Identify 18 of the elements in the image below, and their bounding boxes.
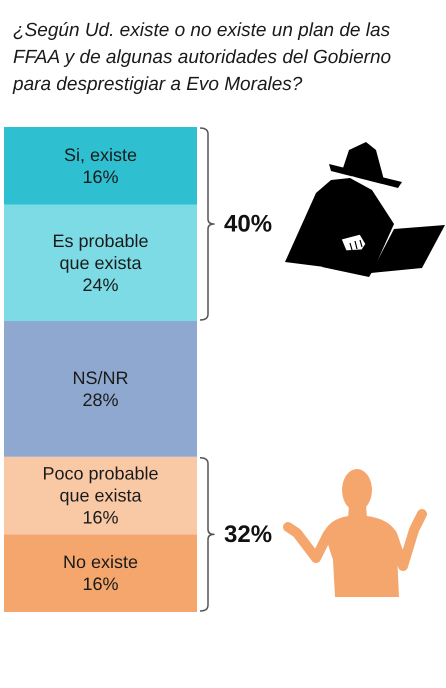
series-label: Es probable que exista — [52, 230, 149, 273]
bar — [4, 204, 197, 321]
bar — [4, 456, 197, 534]
text: 40% — [224, 210, 272, 238]
data-label: 16% — [82, 166, 119, 187]
series-label: Poco probable que exista — [42, 464, 159, 506]
series-label: No existe — [62, 552, 138, 572]
bar — [4, 534, 197, 612]
data-label: 24% — [82, 274, 119, 295]
series-label: Si, existe — [64, 144, 138, 165]
data-label: 16% — [82, 574, 119, 594]
series-label: NS/NR — [72, 368, 129, 388]
data-label: 16% — [82, 508, 119, 528]
text: 32% — [224, 520, 272, 548]
data-label: 28% — [82, 390, 119, 410]
bar — [4, 127, 197, 205]
bar — [4, 321, 197, 457]
chart-title: ¿Según Ud. existe o no existe un plan de las FFAA y de algunas autoridades del Gobierno para desprestigiar a Evo Morales? — [12, 20, 396, 95]
